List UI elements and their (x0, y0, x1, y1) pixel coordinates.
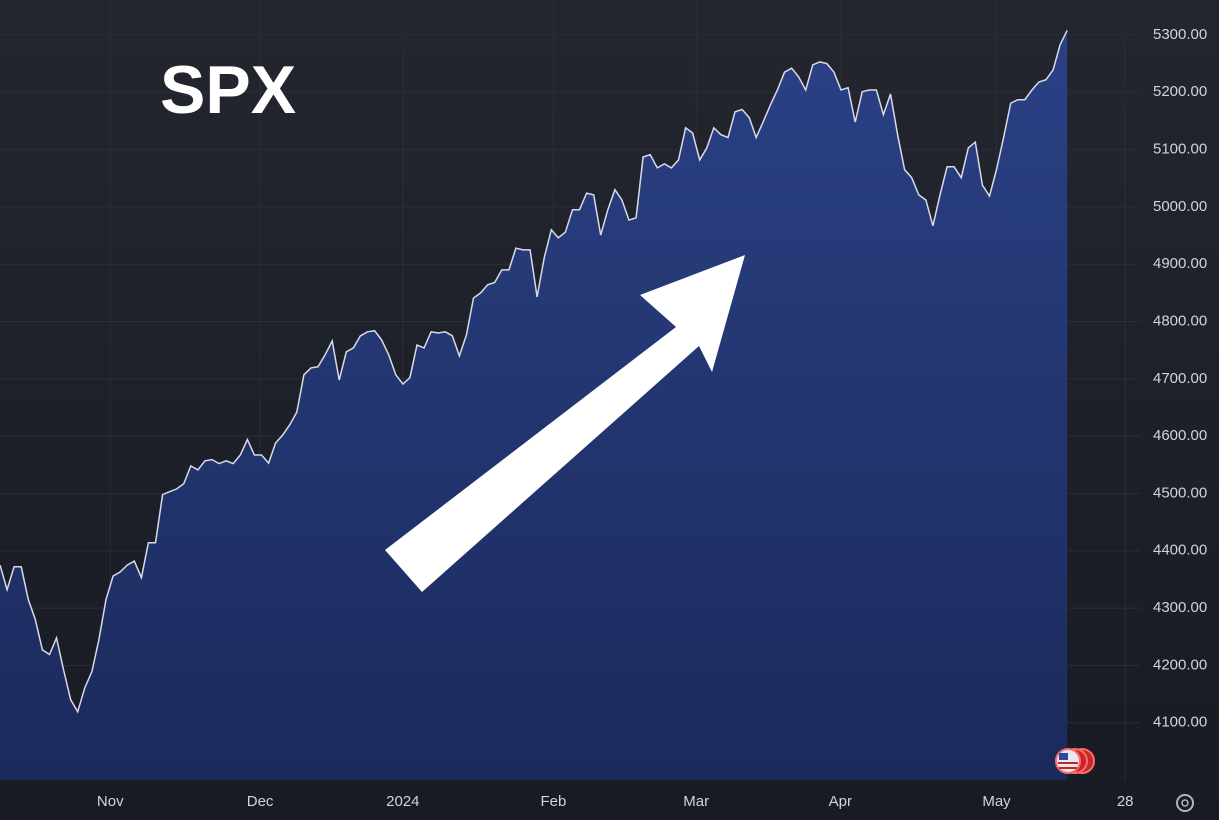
x-tick-label: 28 (1117, 793, 1134, 810)
settings-icon-center (1181, 799, 1189, 807)
y-tick-label: 4500.00 (1153, 484, 1207, 501)
arrow (385, 255, 745, 592)
y-tick-label: 4400.00 (1153, 542, 1207, 559)
x-tick-label: Feb (540, 793, 566, 810)
y-tick-label: 4700.00 (1153, 370, 1207, 387)
chart-title: SPX (160, 52, 296, 128)
settings-icon[interactable] (1176, 794, 1194, 812)
x-tick-label: Mar (683, 793, 709, 810)
y-tick-label: 4200.00 (1153, 656, 1207, 673)
y-tick-label: 4300.00 (1153, 599, 1207, 616)
y-tick-label: 4800.00 (1153, 312, 1207, 329)
y-tick-label: 5200.00 (1153, 83, 1207, 100)
y-tick-label: 4900.00 (1153, 255, 1207, 272)
x-tick-label: 2024 (386, 793, 419, 810)
x-tick-label: Dec (247, 793, 274, 810)
event-icons (1055, 748, 1095, 774)
plot (0, 30, 1068, 780)
y-tick-label: 4100.00 (1153, 714, 1207, 731)
x-tick-label: Nov (97, 793, 124, 810)
flag-canton (1059, 753, 1068, 760)
x-tick-label: May (982, 793, 1011, 810)
y-tick-label: 5000.00 (1153, 198, 1207, 215)
y-tick-label: 4600.00 (1153, 427, 1207, 444)
axes: 4100.00 4200.00 4300.00 4400.00 4500.00 4600.… (97, 26, 1207, 810)
y-tick-label: 5300.00 (1153, 26, 1207, 43)
settings-button[interactable] (1176, 794, 1194, 812)
price-line (0, 30, 1068, 714)
y-tick-label: 5100.00 (1153, 141, 1207, 158)
x-tick-label: Apr (829, 793, 852, 810)
event-icon[interactable] (1055, 748, 1081, 774)
area-fill (0, 30, 1068, 780)
